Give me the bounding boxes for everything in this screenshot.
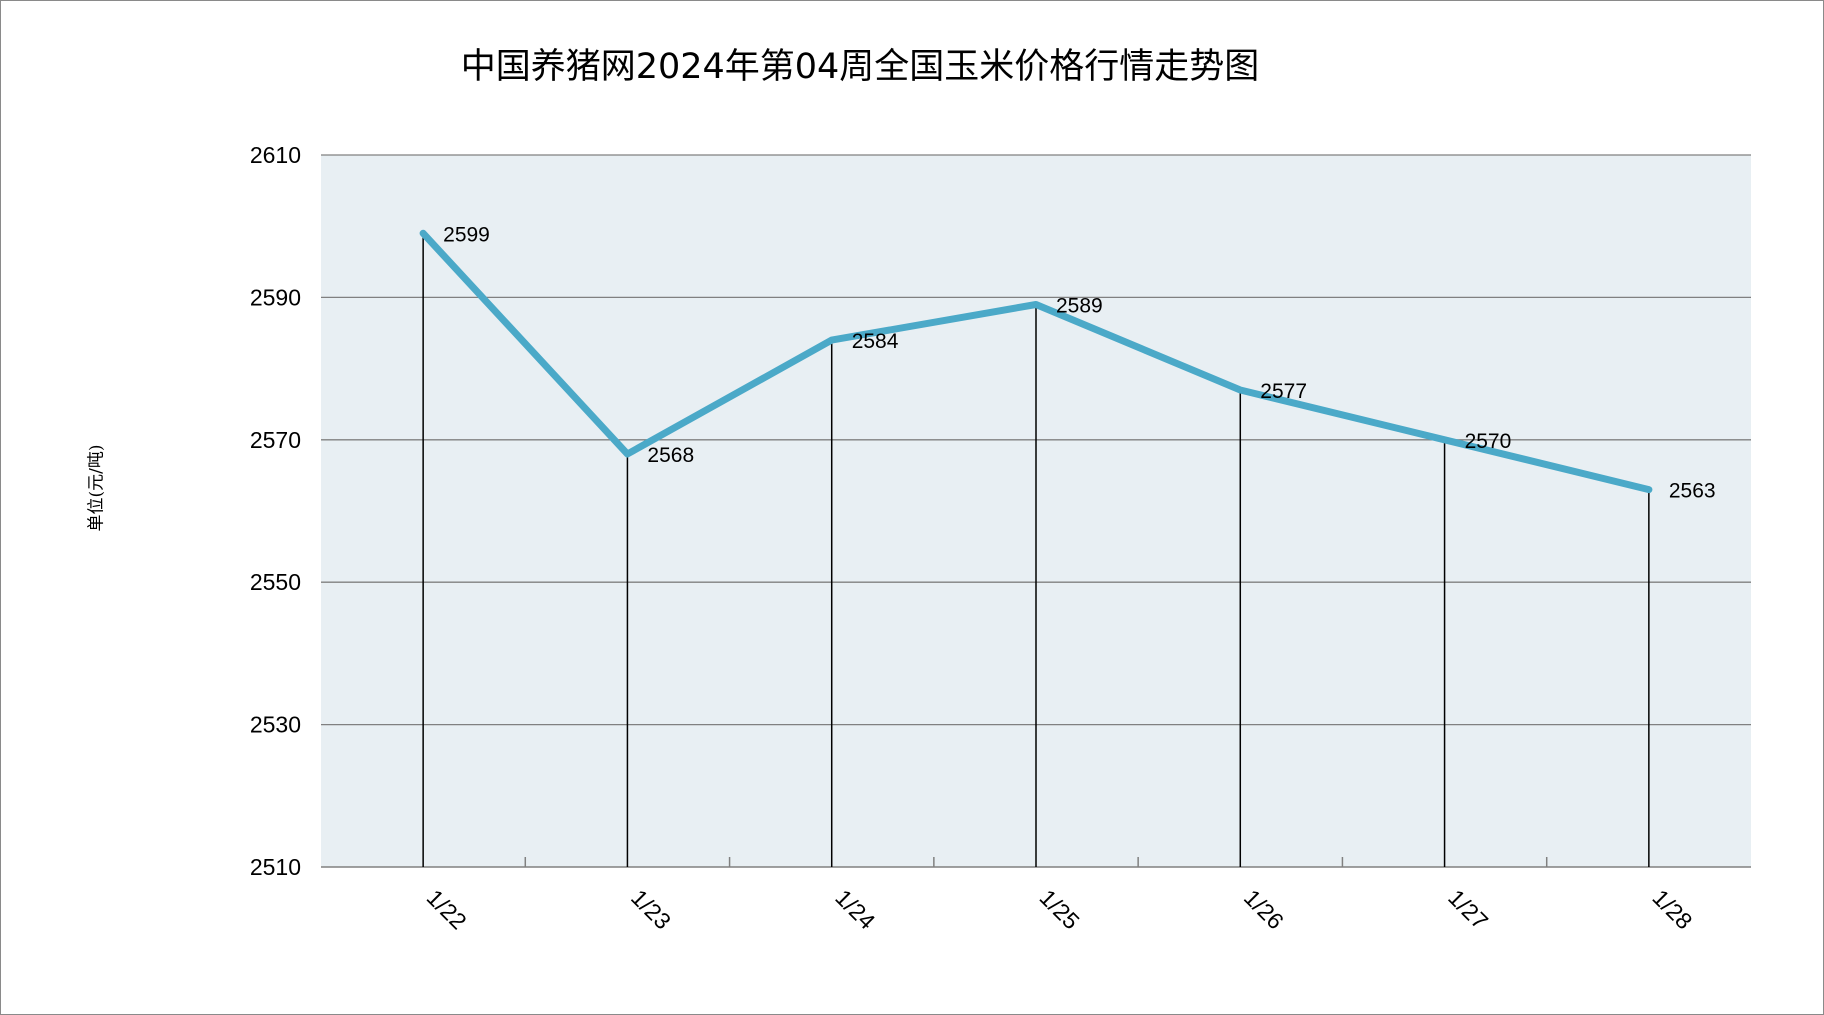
data-point [420,230,427,237]
x-tick-label: 1/27 [1443,884,1493,934]
y-axis-ticks: 2510 2530 2550 2570 2590 2610 [250,142,301,880]
x-tick-label: 1/23 [626,884,676,934]
data-point [1237,386,1244,393]
data-point [624,451,631,458]
data-point [1645,486,1652,493]
x-tick-label: 1/28 [1647,884,1697,934]
data-label: 2577 [1260,380,1307,403]
data-label: 2584 [852,330,899,353]
y-tick-label: 2510 [250,854,301,880]
y-tick-label: 2530 [250,712,301,738]
x-tick-label: 1/26 [1239,884,1289,934]
y-tick-label: 2610 [250,142,301,168]
data-point [828,337,835,344]
data-label: 2589 [1056,295,1103,318]
data-label: 2563 [1669,480,1716,503]
data-label: 2570 [1465,430,1512,453]
x-tick-label: 1/24 [830,884,880,934]
x-axis: 1/22 1/23 1/24 1/25 1/26 1/27 1/28 [321,857,1751,935]
x-tick-label: 1/22 [422,884,472,934]
drop-lines [422,233,1650,867]
data-point [1441,436,1448,443]
y-tick-label: 2570 [250,427,301,453]
chart-title: 中国养猪网2024年第04周全国玉米价格行情走势图 [460,47,1260,87]
x-tick-label: 1/25 [1035,884,1085,934]
data-point [1033,301,1039,308]
data-label: 2568 [647,444,694,467]
data-labels: 2599 2568 2584 2589 2577 2570 2563 [443,223,1715,502]
y-tick-label: 2550 [250,569,301,595]
price-series [419,229,1653,494]
data-label: 2599 [443,223,490,246]
y-tick-label: 2590 [250,284,301,310]
